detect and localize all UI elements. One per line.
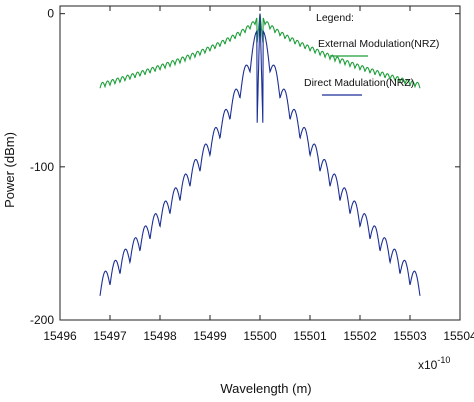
axis-ticks: 15496 15497 15498 15499 15500 15501 15502 15503… <box>30 6 474 343</box>
legend-label-direct: Direct Madulation(NRZ) <box>304 77 414 89</box>
legend-title: Legend: <box>316 12 354 24</box>
series-line-direct-modulation <box>99 13 421 296</box>
legend-label-external: External Modulation(NRZ) <box>318 38 439 50</box>
x-tick-label: 15497 <box>93 329 127 343</box>
x-tick-label: 15504 <box>443 329 474 343</box>
x-tick-label: 15502 <box>343 329 377 343</box>
y-axis-title: Power (dBm) <box>2 132 17 208</box>
x-tick-label: 15496 <box>43 329 77 343</box>
series-layer <box>99 13 421 296</box>
y-tick-label: 0 <box>47 7 54 21</box>
x-axis-multiplier-base: x10 <box>418 358 438 372</box>
x-tick-label: 15501 <box>293 329 327 343</box>
x-axis-title: Wavelength (m) <box>220 381 311 396</box>
x-tick-label: 15503 <box>393 329 427 343</box>
x-tick-label: 15500 <box>243 329 277 343</box>
x-tick-label: 15499 <box>193 329 227 343</box>
y-tick-label: -200 <box>30 313 54 327</box>
x-tick-label: 15498 <box>143 329 177 343</box>
y-tick-label: -100 <box>30 160 54 174</box>
x-axis-multiplier-exponent: -10 <box>437 355 450 365</box>
legend: Legend: External Modulation(NRZ) Direct … <box>304 12 439 96</box>
x-axis-multiplier: x10-10 <box>418 355 450 372</box>
